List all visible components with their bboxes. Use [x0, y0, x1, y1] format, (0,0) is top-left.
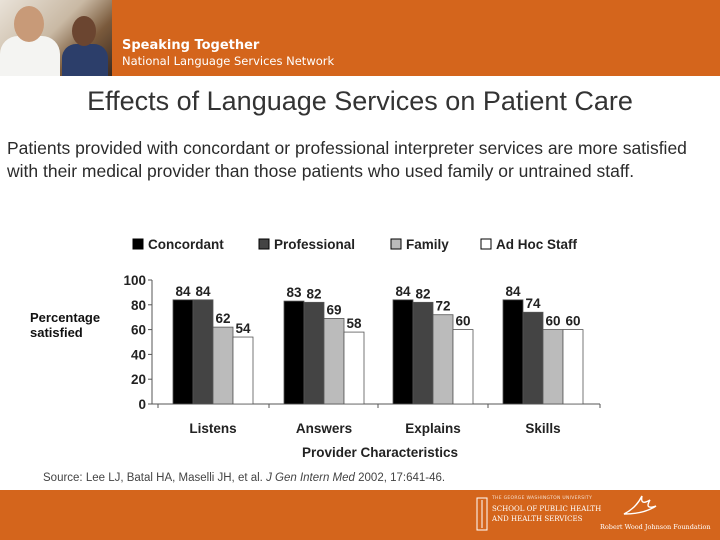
y-tick-label-100: 100	[123, 273, 146, 288]
source-prefix: Source: Lee LJ, Batal HA, Maselli JH, et…	[43, 472, 267, 484]
gwu-crest-icon	[476, 497, 488, 531]
slide-subtitle: Patients provided with concordant or pro…	[7, 138, 687, 181]
data-label-answers-3: 69	[326, 302, 341, 317]
gwu-logo-line1: THE GEORGE WASHINGTON UNIVERSITY	[492, 496, 593, 501]
bar-listens-1	[172, 299, 194, 405]
y-tick-label-80: 80	[131, 298, 146, 313]
y-tick-label-40: 40	[131, 347, 146, 362]
bar-answers-2	[303, 301, 325, 405]
source-suffix: 2002, 17:641-46.	[354, 472, 446, 484]
photo-child-shirt	[62, 44, 108, 76]
bar-listens-2	[192, 299, 214, 405]
y-tick-label-20: 20	[131, 372, 146, 387]
gwu-logo-line2: SCHOOL OF PUBLIC HEALTH	[492, 505, 602, 513]
legend-swatch-2	[258, 238, 270, 250]
bar-chart: Concordant Professional Family Ad Hoc Staff…	[30, 237, 601, 460]
footer-band	[0, 490, 720, 540]
bar-answers-1	[283, 300, 305, 405]
bar-explains-2	[412, 301, 434, 405]
brand-subtitle: National Language Services Network	[122, 54, 335, 68]
rwjf-logo: Robert Wood Johnson Foundation	[600, 494, 716, 536]
bar-explains-3	[432, 314, 454, 405]
legend-swatch-4	[480, 238, 492, 250]
data-label-listens-2: 84	[195, 284, 211, 299]
bar-skills-1	[502, 299, 524, 405]
photo-doctor-coat	[0, 36, 60, 76]
x-category-label-answers: Answers	[296, 421, 352, 436]
source-journal: J Gen Intern Med	[266, 472, 355, 484]
brand-title: Speaking Together	[122, 38, 260, 53]
gwu-logo: THE GEORGE WASHINGTON UNIVERSITY SCHOOL …	[476, 494, 601, 536]
data-label-answers-2: 82	[306, 286, 321, 301]
y-axis-label-line2: satisfied	[30, 325, 83, 340]
x-category-label-skills: Skills	[525, 421, 560, 436]
data-label-explains-3: 72	[435, 299, 450, 314]
data-label-explains-1: 84	[395, 284, 411, 299]
data-label-explains-2: 82	[415, 286, 430, 301]
gwu-logo-line3: AND HEALTH SERVICES	[492, 515, 583, 523]
photo-child-face	[72, 16, 96, 46]
bar-explains-1	[392, 299, 414, 405]
bar-skills-2	[522, 311, 544, 405]
header-photo	[0, 0, 112, 76]
bar-skills-3	[542, 329, 564, 405]
data-label-explains-4: 60	[455, 314, 470, 329]
legend-swatch-1	[132, 238, 144, 250]
data-label-listens-3: 62	[215, 311, 230, 326]
x-category-label-listens: Listens	[189, 421, 236, 436]
header-band	[0, 0, 720, 76]
source-citation: Source: Lee LJ, Batal HA, Maselli JH, et…	[43, 472, 445, 484]
data-label-skills-4: 60	[565, 314, 580, 329]
y-tick-label-0: 0	[138, 397, 146, 412]
data-label-listens-1: 84	[175, 284, 191, 299]
bar-explains-4	[452, 329, 474, 405]
legend-label-4: Ad Hoc Staff	[496, 237, 578, 252]
y-tick-label-60: 60	[131, 323, 146, 338]
data-label-skills-2: 74	[525, 296, 541, 311]
legend-label-2: Professional	[274, 237, 355, 252]
legend-label-1: Concordant	[148, 237, 224, 252]
x-axis-label: Provider Characteristics	[302, 445, 458, 460]
data-label-skills-1: 84	[505, 284, 521, 299]
legend-swatch-3	[390, 238, 402, 250]
slide-title: Effects of Language Services on Patient …	[87, 86, 633, 116]
bar-listens-4	[232, 336, 254, 405]
y-axis-label-line1: Percentage	[30, 310, 100, 325]
bar-skills-4	[562, 329, 584, 405]
rwjf-logo-text: Robert Wood Johnson Foundation	[600, 523, 711, 531]
bar-listens-3	[212, 326, 234, 405]
data-label-skills-3: 60	[545, 314, 560, 329]
x-category-label-explains: Explains	[405, 421, 461, 436]
data-label-answers-4: 58	[346, 316, 362, 331]
data-label-answers-1: 83	[286, 285, 302, 300]
legend-label-3: Family	[406, 237, 449, 252]
bar-answers-4	[343, 331, 365, 405]
data-label-listens-4: 54	[235, 321, 251, 336]
rwjf-flame-icon	[623, 495, 657, 515]
photo-doctor-face	[14, 6, 44, 42]
bar-answers-3	[323, 318, 345, 405]
